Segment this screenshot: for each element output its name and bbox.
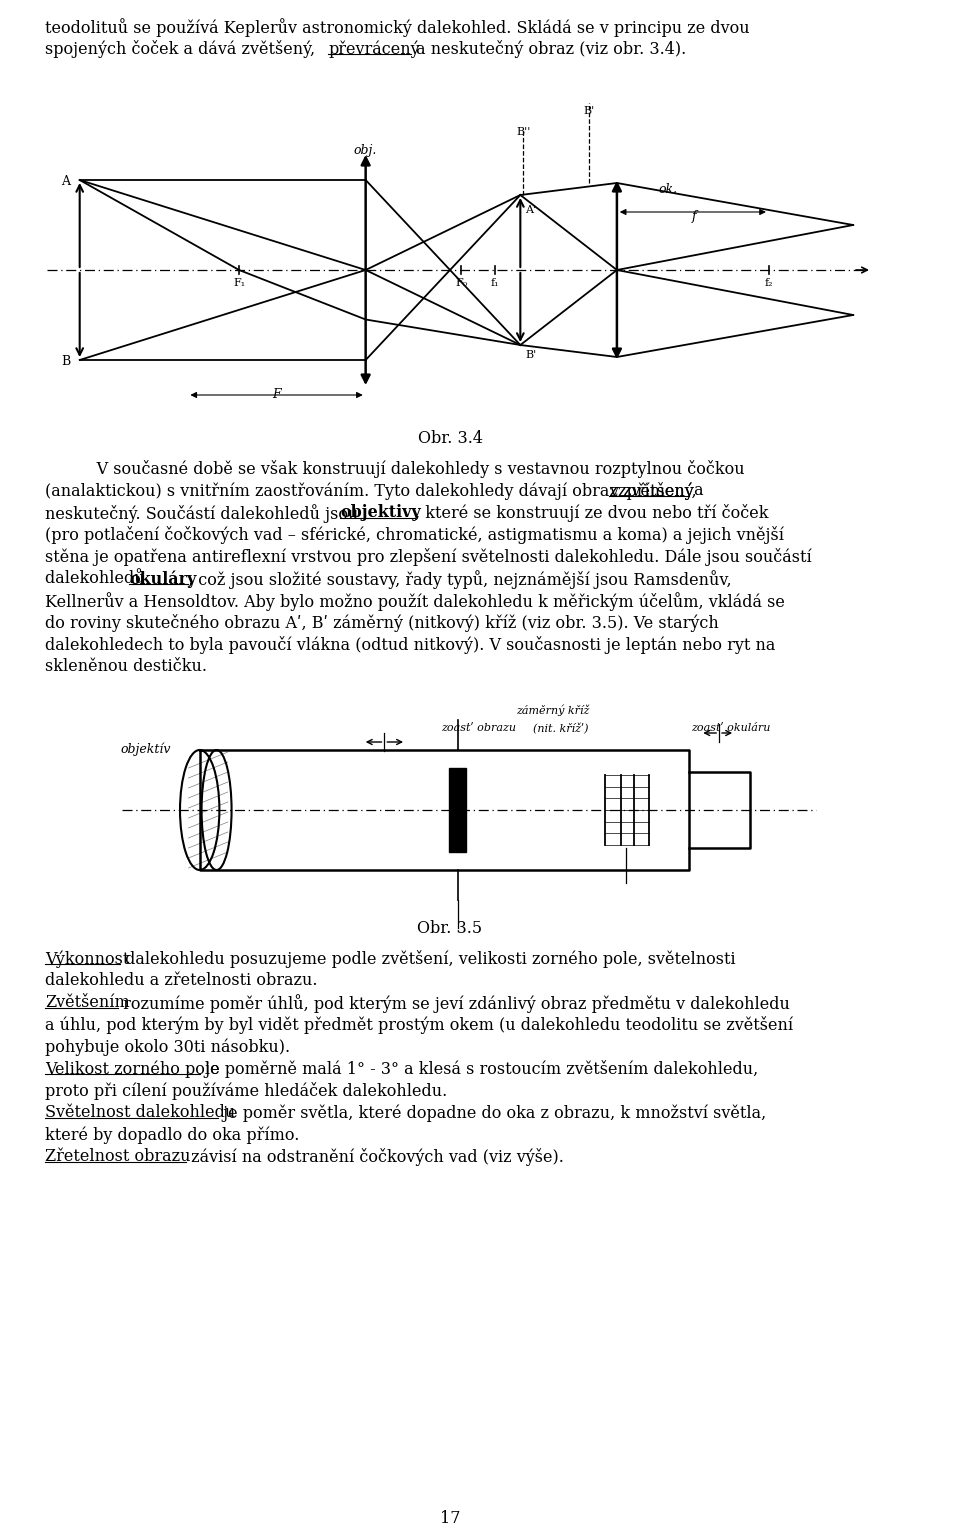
Text: dalekohledech to byla pavoučí vlákna (odtud nitkový). V současnosti je leptán ne: dalekohledech to byla pavoučí vlákna (od… — [45, 636, 776, 655]
Text: obj.: obj. — [354, 144, 377, 157]
Text: zoastʹ okuláru: zoastʹ okuláru — [691, 722, 771, 733]
Text: dalekohledu posuzujeme podle zvětšení, velikosti zorného pole, světelnosti: dalekohledu posuzujeme podle zvětšení, v… — [120, 950, 735, 968]
Text: Výkonnost: Výkonnost — [45, 950, 130, 967]
Text: , které se konstruují ze dvou nebo tří čoček: , které se konstruují ze dvou nebo tří č… — [416, 504, 769, 523]
Text: a: a — [689, 483, 704, 500]
Text: ok.: ok. — [659, 183, 678, 197]
Text: zoastʹ obrazu: zoastʹ obrazu — [441, 722, 516, 733]
Text: spojených čoček a dává zvětšený,: spojených čoček a dává zvětšený, — [45, 40, 321, 58]
Text: Světelnost dalekohledu: Světelnost dalekohledu — [45, 1104, 235, 1120]
Text: neskutečný. Součástí dalekohledů jsou: neskutečný. Součástí dalekohledů jsou — [45, 504, 364, 523]
Text: 17: 17 — [440, 1509, 460, 1526]
Text: (pro potlačení čočkových vad – sférické, chromatické, astigmatismu a koma) a jej: (pro potlačení čočkových vad – sférické,… — [45, 526, 784, 544]
Text: F₀: F₀ — [455, 278, 468, 287]
Text: (nit. křížʹ): (nit. křížʹ) — [533, 722, 588, 735]
Text: Zřetelnost obrazu: Zřetelnost obrazu — [45, 1148, 190, 1165]
Text: převrácený: převrácený — [328, 40, 420, 57]
Text: proto při cílení používáme hledáček dalekohledu.: proto při cílení používáme hledáček dale… — [45, 1082, 447, 1100]
Text: Obr. 3.5: Obr. 3.5 — [418, 921, 483, 938]
Text: pohybuje okolo 30ti násobku).: pohybuje okolo 30ti násobku). — [45, 1037, 290, 1056]
Text: A: A — [61, 175, 70, 188]
Text: stěna je opatřena antireflexní vrstvou pro zlepšení světelnosti dalekohledu. Dál: stěna je opatřena antireflexní vrstvou p… — [45, 549, 812, 566]
Text: rozumíme poměr úhlů, pod kterým se jeví zdánlivý obraz předmětu v dalekohledu: rozumíme poměr úhlů, pod kterým se jeví … — [118, 994, 790, 1013]
Text: B': B' — [525, 350, 537, 360]
Text: f₂: f₂ — [764, 278, 773, 287]
Text: B'': B'' — [516, 128, 530, 137]
Text: dalekohledů: dalekohledů — [45, 570, 150, 587]
Text: do roviny skutečného obrazu Aʹ, Bʹ záměrný (nitkový) kříž (viz obr. 3.5). Ve sta: do roviny skutečného obrazu Aʹ, Bʹ záměr… — [45, 613, 719, 632]
Text: Obr. 3.4: Obr. 3.4 — [418, 430, 483, 447]
Text: které by dopadlo do oka přímo.: které by dopadlo do oka přímo. — [45, 1127, 300, 1144]
Text: je poměrně malá 1° - 3° a klesá s rostoucím zvětšením dalekohledu,: je poměrně malá 1° - 3° a klesá s rostou… — [200, 1061, 758, 1077]
Text: a neskutečný obraz (viz obr. 3.4).: a neskutečný obraz (viz obr. 3.4). — [411, 40, 685, 58]
Text: objektivy: objektivy — [341, 504, 421, 521]
Text: f₁: f₁ — [491, 278, 499, 287]
Text: A': A' — [525, 204, 536, 215]
Text: f: f — [691, 211, 696, 223]
Text: F: F — [273, 387, 281, 401]
Text: B': B' — [583, 106, 594, 115]
Text: teodolituů se používá Keplerův astronomický dalekohled. Skládá se v principu ze : teodolituů se používá Keplerův astronomi… — [45, 18, 750, 37]
Text: dalekohledu a zřetelnosti obrazu.: dalekohledu a zřetelnosti obrazu. — [45, 971, 318, 988]
Text: (analaktickou) s vnitřním zaostřováním. Tyto dalekohledy dávají obraz zvětšený,: (analaktickou) s vnitřním zaostřováním. … — [45, 483, 702, 500]
Text: F₁: F₁ — [233, 278, 245, 287]
Polygon shape — [449, 768, 466, 851]
Text: objektív: objektív — [120, 742, 171, 756]
Text: je poměr světla, které dopadne do oka z obrazu, k množství světla,: je poměr světla, které dopadne do oka z … — [219, 1104, 767, 1122]
Text: Velikost zorného pole: Velikost zorného pole — [45, 1061, 220, 1077]
Text: B: B — [61, 355, 70, 367]
Text: okuláry: okuláry — [130, 570, 197, 587]
Text: skleněnou destičku.: skleněnou destičku. — [45, 658, 207, 675]
Text: záměrný kříž: záměrný kříž — [516, 705, 589, 716]
Text: , což jsou složité soustavy, řady typů, nejznámější jsou Ramsdenův,: , což jsou složité soustavy, řady typů, … — [187, 570, 732, 589]
Text: závisí na odstranění čočkových vad (viz výše).: závisí na odstranění čočkových vad (viz … — [185, 1148, 564, 1167]
Text: Zvětšením: Zvětšením — [45, 994, 130, 1011]
Text: Kellnerův a Hensoldtov. Aby bylo možno použít dalekohledu k měřickým účelům, vkl: Kellnerův a Hensoldtov. Aby bylo možno p… — [45, 592, 785, 610]
Text: a úhlu, pod kterým by byl vidět předmět prostým okem (u dalekohledu teodolitu se: a úhlu, pod kterým by byl vidět předmět … — [45, 1016, 793, 1034]
Text: V současné době se však konstruují dalekohledy s vestavnou rozptylnou čočkou: V současné době se však konstruují dalek… — [71, 460, 745, 478]
Text: vzpřímený: vzpřímený — [610, 483, 694, 500]
